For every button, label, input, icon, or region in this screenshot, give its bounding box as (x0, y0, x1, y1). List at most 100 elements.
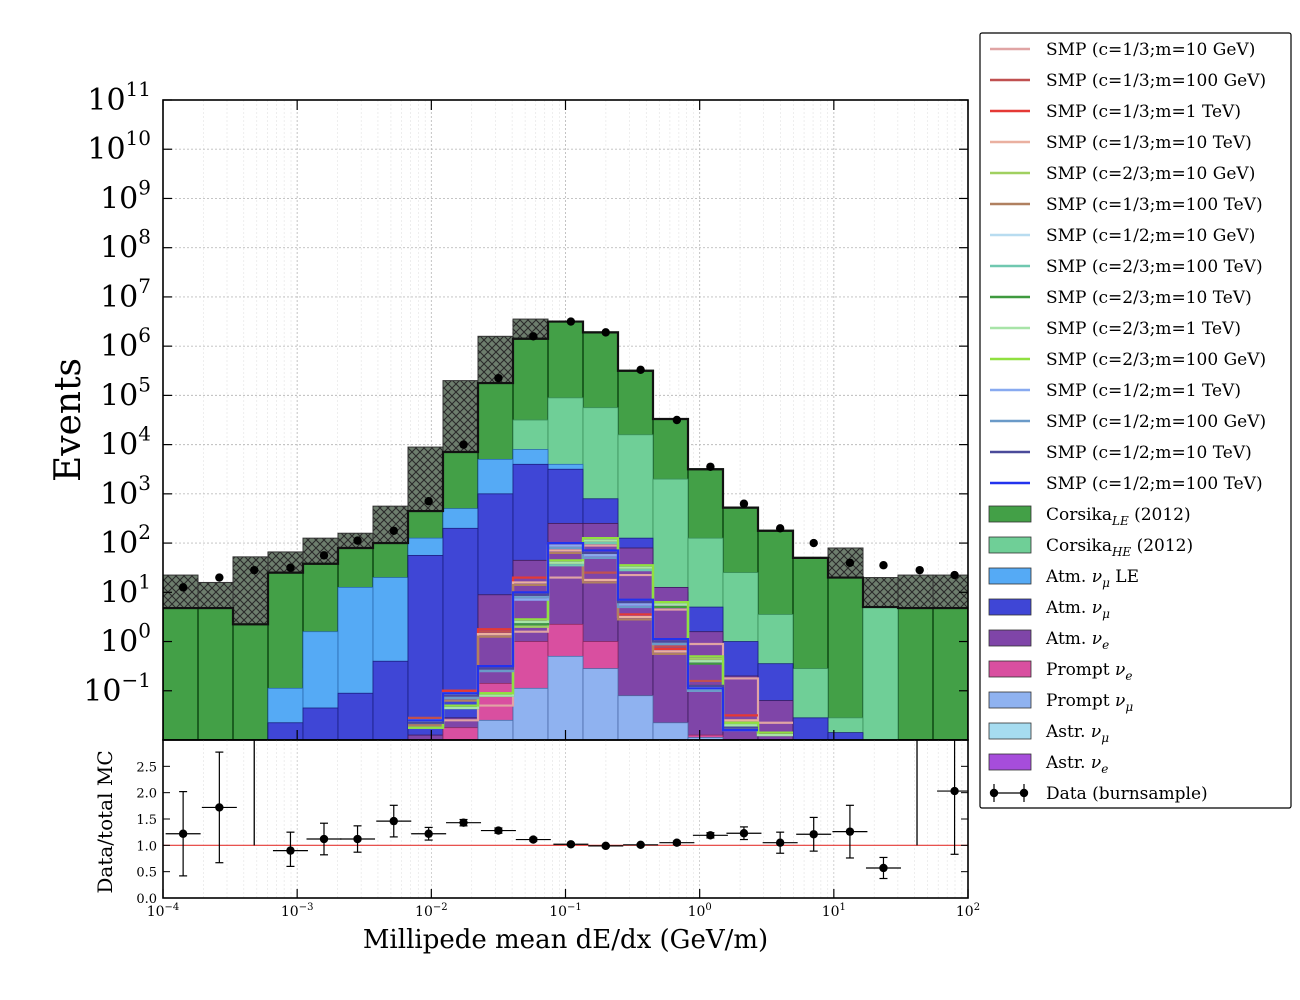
legend-label: Prompt νμ (1046, 691, 1133, 714)
ratio-point (636, 840, 645, 850)
legend-entry: SMP (c=1/2;m=10 GeV) (990, 226, 1255, 246)
y-tick-exponent: 11 (126, 77, 151, 101)
smp-line-14 (408, 541, 758, 732)
bar-0 (897, 607, 934, 740)
legend-label: SMP (c=2/3;m=100 TeV) (1046, 257, 1263, 277)
legend-label-text: Data (burnsample) (1046, 784, 1208, 804)
bar-0 (232, 623, 269, 740)
ratio-point (809, 830, 818, 839)
ratio-point (529, 835, 538, 844)
legend-label: SMP (c=1/3;m=10 GeV) (1046, 40, 1255, 60)
y-tick-exponent: 10 (126, 126, 151, 150)
x-tick-base: 10 (822, 904, 840, 920)
legend-label-subscript: LE (1111, 514, 1129, 528)
bar-3 (792, 717, 829, 740)
legend-entry: SMP (c=1/3;m=100 TeV) (990, 195, 1263, 215)
ratio-point (672, 838, 682, 847)
data-point (529, 332, 538, 341)
y-tick-base: 10 (100, 575, 138, 610)
legend-label: SMP (c=1/2;m=100 TeV) (1046, 474, 1263, 494)
legend-label-text: Corsika (1046, 505, 1112, 525)
data-point (424, 497, 433, 506)
y-tick-exponent: 4 (138, 422, 151, 446)
legend-entry: SMP (c=1/3;m=100 GeV) (990, 71, 1266, 91)
histogram-layer (163, 317, 968, 740)
y-tick-exponent: 0 (138, 619, 151, 643)
ratio-y-tick-label: 1.0 (136, 839, 157, 854)
legend-label-subscript: μ (1101, 731, 1109, 745)
bar-1 (862, 606, 899, 740)
x-tick-base: 10 (549, 904, 567, 920)
y-tick-exponent: 9 (138, 175, 151, 199)
bar-0 (827, 576, 864, 740)
legend-entry: SMP (c=1/2;m=100 TeV) (990, 474, 1263, 494)
bar-3 (407, 554, 444, 740)
legend-label-subscript: e (1101, 762, 1108, 776)
legend-label-suffix: (2012) (1129, 505, 1191, 525)
data-point (950, 570, 959, 580)
legend-label-subscript: μ (1102, 576, 1110, 590)
ratio-point (775, 838, 785, 847)
data-point (353, 536, 362, 545)
mc-uncertainty-bar (372, 505, 409, 549)
legend-label: SMP (c=1/3;m=10 TeV) (1046, 133, 1252, 153)
legend-patch-swatch (988, 505, 1032, 523)
bar-6 (652, 722, 689, 740)
y-tick-exponent: 1 (138, 569, 151, 593)
x-tick-base: 10 (415, 904, 433, 920)
legend-data-marker (1019, 788, 1029, 798)
data-point (494, 373, 503, 383)
legend-entry: SMP (c=1/2;m=10 TeV) (990, 443, 1252, 463)
bar-0 (197, 607, 234, 740)
legend-label-suffix: LE (1110, 567, 1139, 587)
y-tick-label: 103 (100, 471, 151, 512)
legend-label: Astr. νe (1045, 753, 1108, 776)
x-tick-label: 10−2 (415, 902, 448, 920)
legend-label: Atm. νμ LE (1045, 567, 1139, 590)
data-point (672, 415, 682, 425)
y-tick-label: 1010 (87, 126, 151, 167)
bar-3 (372, 660, 409, 740)
legend-entry: SMP (c=1/2;m=1 TeV) (990, 381, 1241, 401)
legend-entry: SMP (c=1/3;m=10 GeV) (990, 40, 1255, 60)
legend-label-text: SMP (c=1/3;m=10 TeV) (1046, 133, 1252, 153)
y-tick-base: 10 (87, 83, 125, 118)
legend-label: Atm. νe (1045, 629, 1109, 652)
y-tick-label: 104 (100, 422, 151, 463)
y-tick-exponent: 8 (138, 225, 151, 249)
bar-0 (163, 607, 199, 740)
legend-label: Data (burnsample) (1046, 784, 1208, 804)
legend-label-subscript: μ (1125, 700, 1133, 714)
legend-label-text: SMP (c=1/3;m=100 TeV) (1046, 195, 1263, 215)
legend-entry: Atm. νμ (988, 598, 1110, 621)
x-tick-exponent: −2 (433, 902, 448, 913)
legend-label-subscript: e (1102, 638, 1109, 652)
mc-uncertainty-bar (442, 380, 479, 458)
y-tick-base: 10 (100, 526, 138, 561)
legend-label-text: SMP (c=1/2;m=10 GeV) (1046, 226, 1255, 246)
legend-entry: Astr. νe (988, 753, 1108, 776)
bar-6 (547, 655, 584, 740)
ratio-point (739, 829, 749, 838)
legend-label-text: SMP (c=2/3;m=10 GeV) (1046, 164, 1255, 184)
legend-label-text: Atm. (1045, 567, 1092, 587)
legend-entry: Atm. νe (988, 629, 1109, 652)
x-tick-label: 102 (956, 902, 980, 920)
legend-entry: Atm. νμ LE (988, 567, 1139, 590)
data-point (566, 317, 576, 326)
y-tick-label: 102 (100, 520, 151, 561)
legend-entry: Prompt νe (988, 660, 1133, 683)
legend-label: SMP (c=2/3;m=10 GeV) (1046, 164, 1255, 184)
legend-entry: SMP (c=2/3;m=1 TeV) (990, 319, 1241, 339)
data-point (250, 565, 259, 575)
y-tick-label: 108 (100, 225, 151, 266)
x-tick-exponent: −3 (299, 902, 314, 913)
legend-entry: Prompt νμ (988, 691, 1133, 714)
legend-patch-swatch (988, 753, 1032, 771)
x-tick-label: 100 (688, 902, 712, 920)
legend-label-text: SMP (c=1/2;m=1 TeV) (1046, 381, 1241, 401)
y-tick-exponent: 2 (138, 520, 151, 544)
main-panel: 1011101010910810710610510410310210110010… (83, 77, 969, 741)
legend-label-text: Corsika (1046, 536, 1112, 556)
legend-entry: Data (burnsample) (989, 784, 1208, 804)
